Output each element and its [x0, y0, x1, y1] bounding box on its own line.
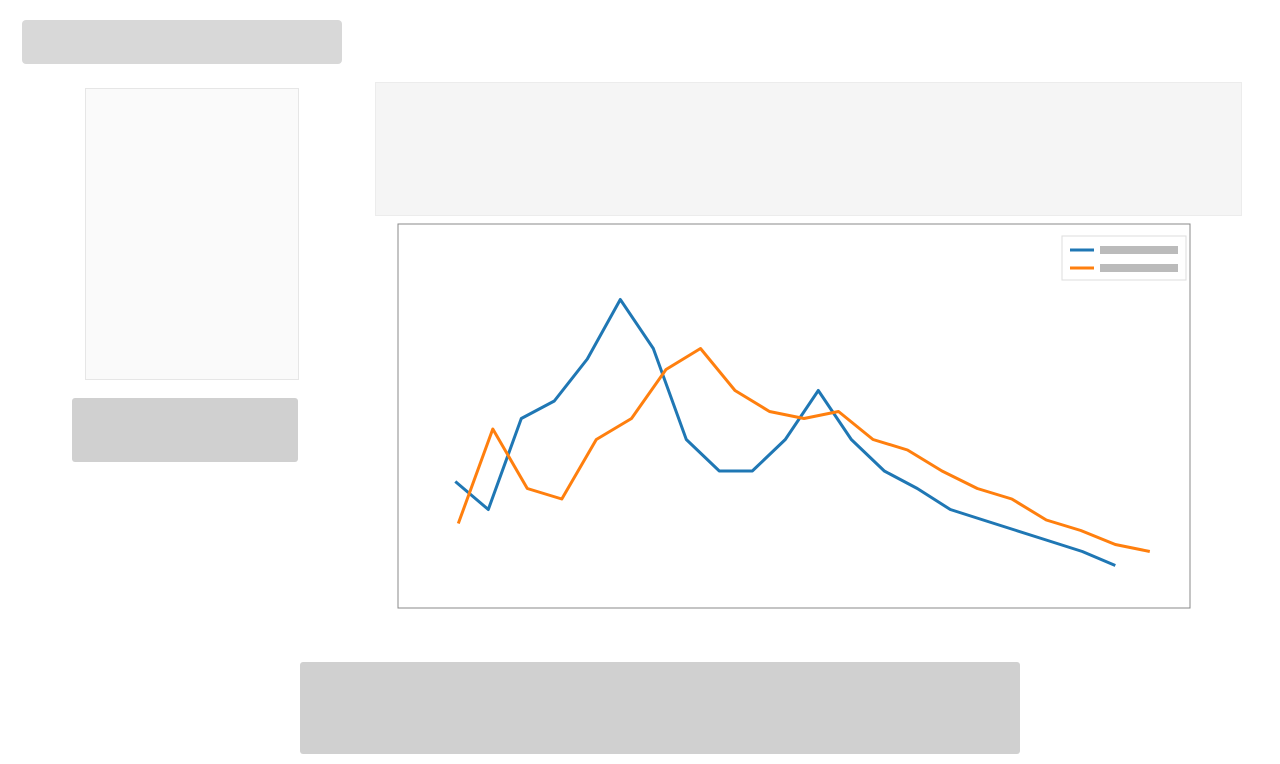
- heading-block: [22, 20, 342, 64]
- code-cell: [375, 82, 1242, 216]
- sidebar-panel: [85, 88, 299, 380]
- plot-frame: [397, 223, 1191, 609]
- legend-box: [1061, 235, 1187, 281]
- legend: [1061, 235, 1187, 281]
- series-line: [456, 347, 1151, 553]
- sidebar-bold-text: [72, 398, 298, 462]
- bottom-text: [300, 662, 1020, 754]
- legend-label-block: [1100, 264, 1178, 272]
- legend-label-block: [1100, 246, 1178, 254]
- series-line: [454, 298, 1116, 567]
